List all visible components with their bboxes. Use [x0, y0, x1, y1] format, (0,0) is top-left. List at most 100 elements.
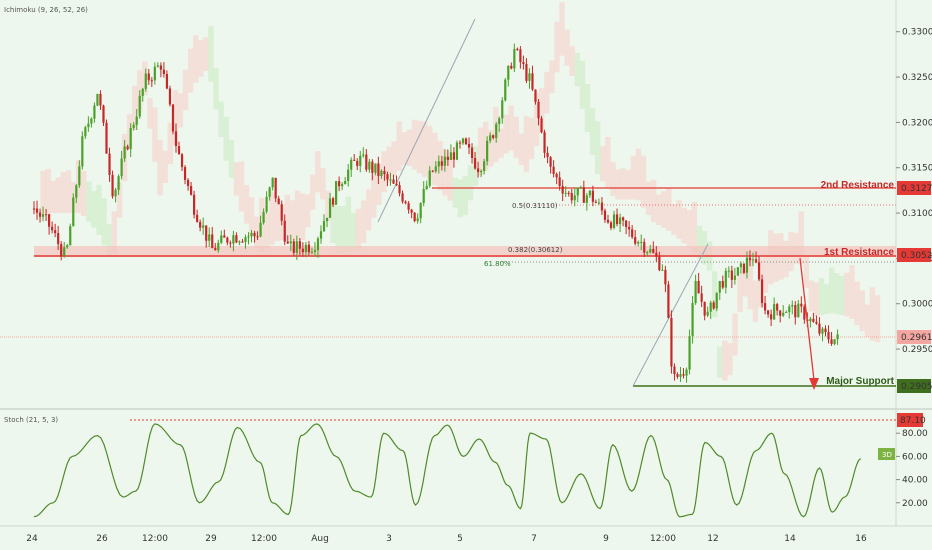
candle-body — [232, 235, 235, 244]
candle-body — [247, 236, 250, 238]
candle-body — [510, 65, 513, 69]
candle-body — [691, 302, 694, 337]
candle-body — [531, 73, 534, 90]
candle-body — [35, 208, 39, 213]
cloud-segment — [488, 130, 494, 167]
candle-body — [407, 203, 410, 210]
trend-line-up-1 — [377, 18, 476, 223]
candle-body — [782, 312, 785, 316]
tag-1st-resistance-bg — [897, 248, 931, 262]
time-tick-label: 24 — [26, 534, 38, 544]
cloud-segment — [60, 171, 67, 214]
candle-body — [51, 226, 54, 231]
candle-body — [262, 211, 265, 223]
candle-body — [383, 170, 386, 175]
cloud-segment — [498, 128, 504, 158]
candle-body — [721, 281, 724, 288]
candle-body — [48, 214, 51, 227]
candle-body — [398, 185, 401, 194]
candle-body — [325, 217, 329, 222]
candle-body — [72, 197, 75, 227]
cloud-segment — [671, 204, 677, 235]
candle-body — [244, 237, 247, 243]
cloud-segment — [274, 199, 280, 242]
candle-body — [283, 220, 286, 242]
candle-body — [328, 198, 332, 218]
candle-body — [486, 140, 489, 162]
candle-body — [356, 160, 359, 167]
candle-body — [280, 204, 283, 221]
candle-body — [618, 217, 622, 225]
candle-body — [159, 65, 162, 70]
cloud-segment — [600, 146, 606, 182]
cloud-segment — [610, 162, 616, 196]
candle-body — [712, 302, 715, 309]
candle-body — [446, 156, 449, 160]
cloud-segment — [320, 168, 326, 200]
cloud-segment — [101, 198, 107, 246]
candle-body — [292, 241, 295, 253]
cloud-segment — [859, 290, 865, 331]
cloud-segment — [81, 170, 87, 216]
cloud-segment — [640, 155, 647, 208]
candle-body — [570, 192, 573, 201]
candle-body — [483, 161, 486, 171]
cloud-segment — [50, 180, 56, 214]
cloud-segment — [727, 343, 733, 376]
candle-body — [767, 310, 770, 315]
candle-body — [217, 242, 220, 251]
tag-current-price: 0.29614 — [901, 333, 932, 343]
candle-body — [189, 186, 193, 195]
candle-body — [763, 303, 767, 311]
candle-body — [277, 198, 280, 205]
resistance-zone — [34, 246, 896, 257]
tag-2nd-resistance-bg — [897, 181, 931, 195]
cloud-segment — [594, 121, 601, 175]
candle-body — [208, 234, 211, 241]
candle-body — [591, 190, 594, 202]
candle-body — [392, 179, 395, 184]
cloud-segment — [177, 93, 184, 128]
candle-body — [238, 241, 241, 243]
cloud-segment — [391, 141, 397, 177]
candle-body — [573, 195, 576, 201]
candle-body — [628, 226, 631, 230]
cloud-segment — [396, 121, 402, 171]
fib-05-label: 0.5(0.31110) — [512, 202, 558, 210]
cloud-segment — [477, 127, 484, 176]
candle-body — [313, 250, 317, 252]
cloud-segment — [538, 88, 545, 134]
cloud-segment — [355, 208, 362, 250]
candle-body — [265, 196, 268, 212]
candle-body — [226, 237, 229, 243]
cloud-segment — [452, 177, 458, 208]
cloud-segment — [818, 277, 825, 316]
cloud-segment — [467, 165, 474, 201]
candle-body — [830, 339, 833, 344]
cloud-segment — [96, 184, 102, 236]
candle-body — [815, 321, 818, 324]
cloud-segment — [762, 254, 769, 293]
cloud-segment — [340, 205, 346, 253]
candle-body — [682, 374, 685, 376]
cloud-segment — [523, 116, 530, 173]
cloud-segment — [722, 340, 728, 381]
cloud-segment — [457, 179, 463, 218]
cloud-segment — [401, 132, 408, 165]
candle-body — [522, 62, 525, 64]
cloud-segment — [299, 193, 306, 241]
cloud-segment — [442, 149, 448, 196]
cloud-segment — [483, 121, 489, 171]
candle-body — [362, 154, 365, 156]
cloud-segment — [839, 275, 845, 316]
candle-body — [588, 190, 591, 196]
candle-body — [38, 212, 42, 217]
candle-body — [374, 163, 377, 173]
cloud-segment — [213, 68, 219, 110]
candle-body — [202, 225, 205, 228]
cloud-segment — [193, 35, 199, 83]
candle-body — [800, 303, 803, 307]
candle-body — [664, 269, 667, 285]
candle-body — [495, 124, 498, 138]
